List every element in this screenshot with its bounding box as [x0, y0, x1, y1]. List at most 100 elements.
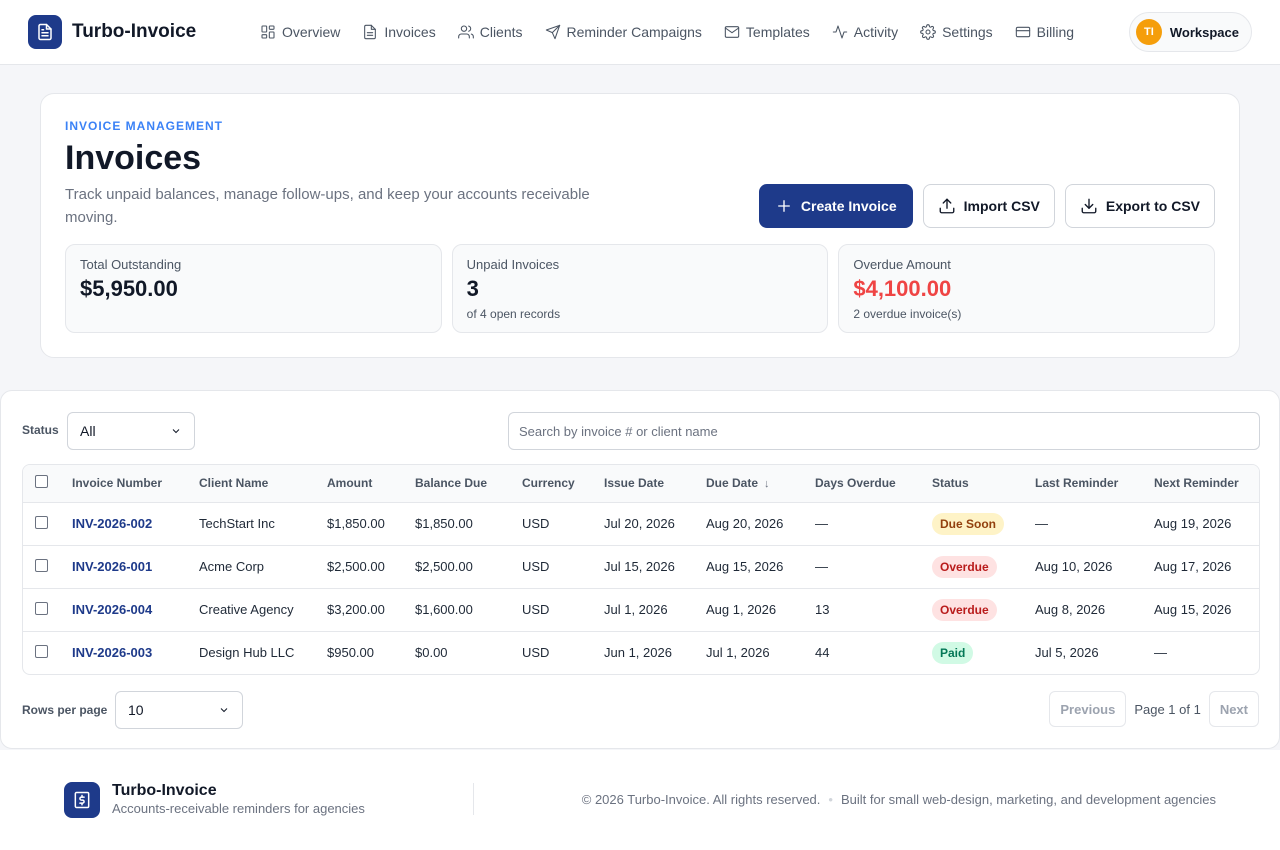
due-date-cell: Aug 20, 2026: [706, 502, 815, 546]
client-name-cell: Acme Corp: [199, 545, 327, 589]
column-header-next-reminder[interactable]: Next Reminder: [1154, 465, 1259, 503]
nav-item-activity[interactable]: Activity: [832, 24, 898, 40]
last-reminder-cell: Aug 10, 2026: [1035, 545, 1154, 589]
status-badge: Due Soon: [932, 512, 1004, 535]
days-overdue-cell: 13: [815, 588, 932, 632]
last-reminder-cell: —: [1035, 502, 1154, 546]
nav-label: Billing: [1036, 24, 1075, 40]
column-header-client-name[interactable]: Client Name: [199, 465, 327, 503]
nav-item-invoices[interactable]: Invoices: [362, 24, 436, 40]
nav-item-templates[interactable]: Templates: [724, 24, 810, 40]
footer: Turbo-Invoice Accounts-receivable remind…: [0, 750, 1280, 850]
nav-item-reminder-campaigns[interactable]: Reminder Campaigns: [545, 24, 702, 40]
invoice-link[interactable]: INV-2026-003: [72, 645, 153, 661]
download-icon: [1081, 198, 1097, 214]
invoice-document-icon: [28, 15, 62, 49]
balance-due-cell: $2,500.00: [415, 545, 522, 589]
import-csv-button[interactable]: Import CSV: [922, 184, 1055, 228]
status-filter-select[interactable]: All: [67, 412, 195, 450]
status-filter-value: All: [80, 423, 96, 439]
previous-page-button[interactable]: Previous: [1049, 691, 1127, 727]
column-header-balance-due[interactable]: Balance Due: [415, 465, 522, 503]
stat-value: $4,100.00: [853, 276, 952, 301]
row-select-cell: [23, 502, 72, 546]
create-invoice-label: Create Invoice: [800, 198, 897, 214]
import-csv-label: Import CSV: [963, 198, 1040, 214]
status-cell: Overdue: [932, 545, 1035, 589]
export-csv-label: Export to CSV: [1105, 198, 1200, 214]
brand[interactable]: Turbo-Invoice: [28, 15, 196, 49]
table-row[interactable]: INV-2026-004 Creative Agency $3,200.00 $…: [23, 588, 1259, 632]
footer-tagline: Accounts-receivable reminders for agenci…: [112, 801, 365, 816]
issue-date-cell: Jul 20, 2026: [604, 502, 706, 546]
column-header-last-reminder[interactable]: Last Reminder: [1035, 465, 1154, 503]
status-badge: Overdue: [932, 598, 997, 621]
stat-value: $5,950.00: [80, 276, 178, 301]
invoice-link[interactable]: INV-2026-002: [72, 516, 153, 531]
issue-date-cell: Jun 1, 2026: [604, 645, 672, 661]
nav-item-billing[interactable]: Billing: [1015, 24, 1074, 40]
last-reminder-cell: Jul 5, 2026: [1035, 645, 1099, 661]
column-header-currency[interactable]: Currency: [522, 465, 604, 503]
create-invoice-button[interactable]: Create Invoice: [758, 184, 913, 228]
page-description: Track unpaid balances, manage follow-ups…: [65, 186, 590, 226]
amount-cell: $1,850.00: [327, 502, 415, 546]
days-overdue-cell: —: [815, 502, 932, 546]
workspace-label: Workspace: [1169, 24, 1239, 40]
row-checkbox[interactable]: [35, 644, 48, 658]
row-checkbox[interactable]: [35, 601, 48, 615]
amount-cell: $3,200.00: [327, 588, 415, 632]
due-date-cell: Jul 1, 2026: [706, 645, 770, 661]
chevron-down-icon: [220, 708, 228, 713]
column-header-issue-date[interactable]: Issue Date: [604, 465, 706, 503]
stat-label: Total Outstanding: [80, 257, 182, 272]
export-csv-button[interactable]: Export to CSV: [1064, 184, 1215, 228]
next-page-button[interactable]: Next: [1208, 691, 1259, 727]
stat-total-outstanding: Total Outstanding $5,950.00: [65, 244, 442, 333]
column-header-status[interactable]: Status: [932, 465, 1035, 503]
search-input[interactable]: [508, 412, 1260, 450]
table-row[interactable]: INV-2026-002 TechStart Inc $1,850.00 $1,…: [23, 502, 1259, 546]
nav-label: Overview: [282, 24, 341, 40]
status-filter-label: Status: [22, 423, 59, 437]
client-name-cell: Creative Agency: [199, 588, 327, 632]
footer-meta: © 2026 Turbo-Invoice. All rights reserve…: [582, 792, 1216, 807]
client-name-cell: Design Hub LLC: [199, 645, 295, 661]
invoice-link[interactable]: INV-2026-001: [72, 559, 153, 574]
pagination: Previous Page 1 of 1 Next: [1049, 691, 1259, 727]
balance-due-cell: $0.00: [415, 645, 448, 661]
stat-label: Unpaid Invoices: [466, 257, 560, 272]
nav-item-clients[interactable]: Clients: [457, 24, 523, 40]
rows-per-page-select[interactable]: 10: [115, 691, 243, 729]
nav-item-settings[interactable]: Settings: [920, 24, 993, 40]
amount-cell: $950.00: [327, 645, 374, 661]
select-all-checkbox[interactable]: [35, 475, 48, 489]
activity-icon: [832, 25, 847, 39]
footer-built-for: Built for small web-design, marketing, a…: [840, 792, 1216, 807]
client-name-cell: TechStart Inc: [199, 502, 327, 546]
column-header-invoice-number[interactable]: Invoice Number: [72, 465, 199, 503]
invoice-link[interactable]: INV-2026-004: [72, 602, 153, 617]
workspace-switcher[interactable]: TI Workspace: [1128, 12, 1252, 52]
rows-per-page-value: 10: [128, 702, 144, 718]
row-checkbox[interactable]: [35, 558, 48, 572]
column-header-due-date[interactable]: Due Date ↓: [706, 465, 815, 503]
summary-stats: Total Outstanding $5,950.00 Unpaid Invoi…: [65, 244, 1216, 333]
row-checkbox[interactable]: [35, 515, 48, 529]
due-date-cell: Aug 1, 2026: [706, 588, 815, 632]
nav-label: Reminder Campaigns: [566, 24, 702, 40]
stat-overdue-amount: Overdue Amount $4,100.00 2 overdue invoi…: [838, 244, 1216, 333]
next-reminder-cell: —: [1154, 645, 1167, 661]
top-navigation-bar: Turbo-Invoice Overview Invoices Clients …: [0, 0, 1280, 65]
column-header-amount[interactable]: Amount: [327, 465, 415, 503]
row-select-cell: [23, 545, 72, 589]
balance-due-cell: $1,600.00: [415, 588, 522, 632]
table-row[interactable]: INV-2026-001 Acme Corp $2,500.00 $2,500.…: [23, 545, 1259, 589]
nav-item-overview[interactable]: Overview: [260, 24, 340, 40]
invoice-table-panel: Status All Invoice Number Client Name Am…: [0, 390, 1280, 749]
table-row[interactable]: INV-2026-003 Design Hub LLC $950.00 $0.0…: [23, 631, 1259, 674]
chevron-down-icon: [172, 429, 180, 434]
invoice-number-cell: INV-2026-001: [72, 545, 199, 589]
footer-brand-name: Turbo-Invoice: [112, 782, 217, 799]
column-header-days-overdue[interactable]: Days Overdue: [815, 465, 932, 503]
